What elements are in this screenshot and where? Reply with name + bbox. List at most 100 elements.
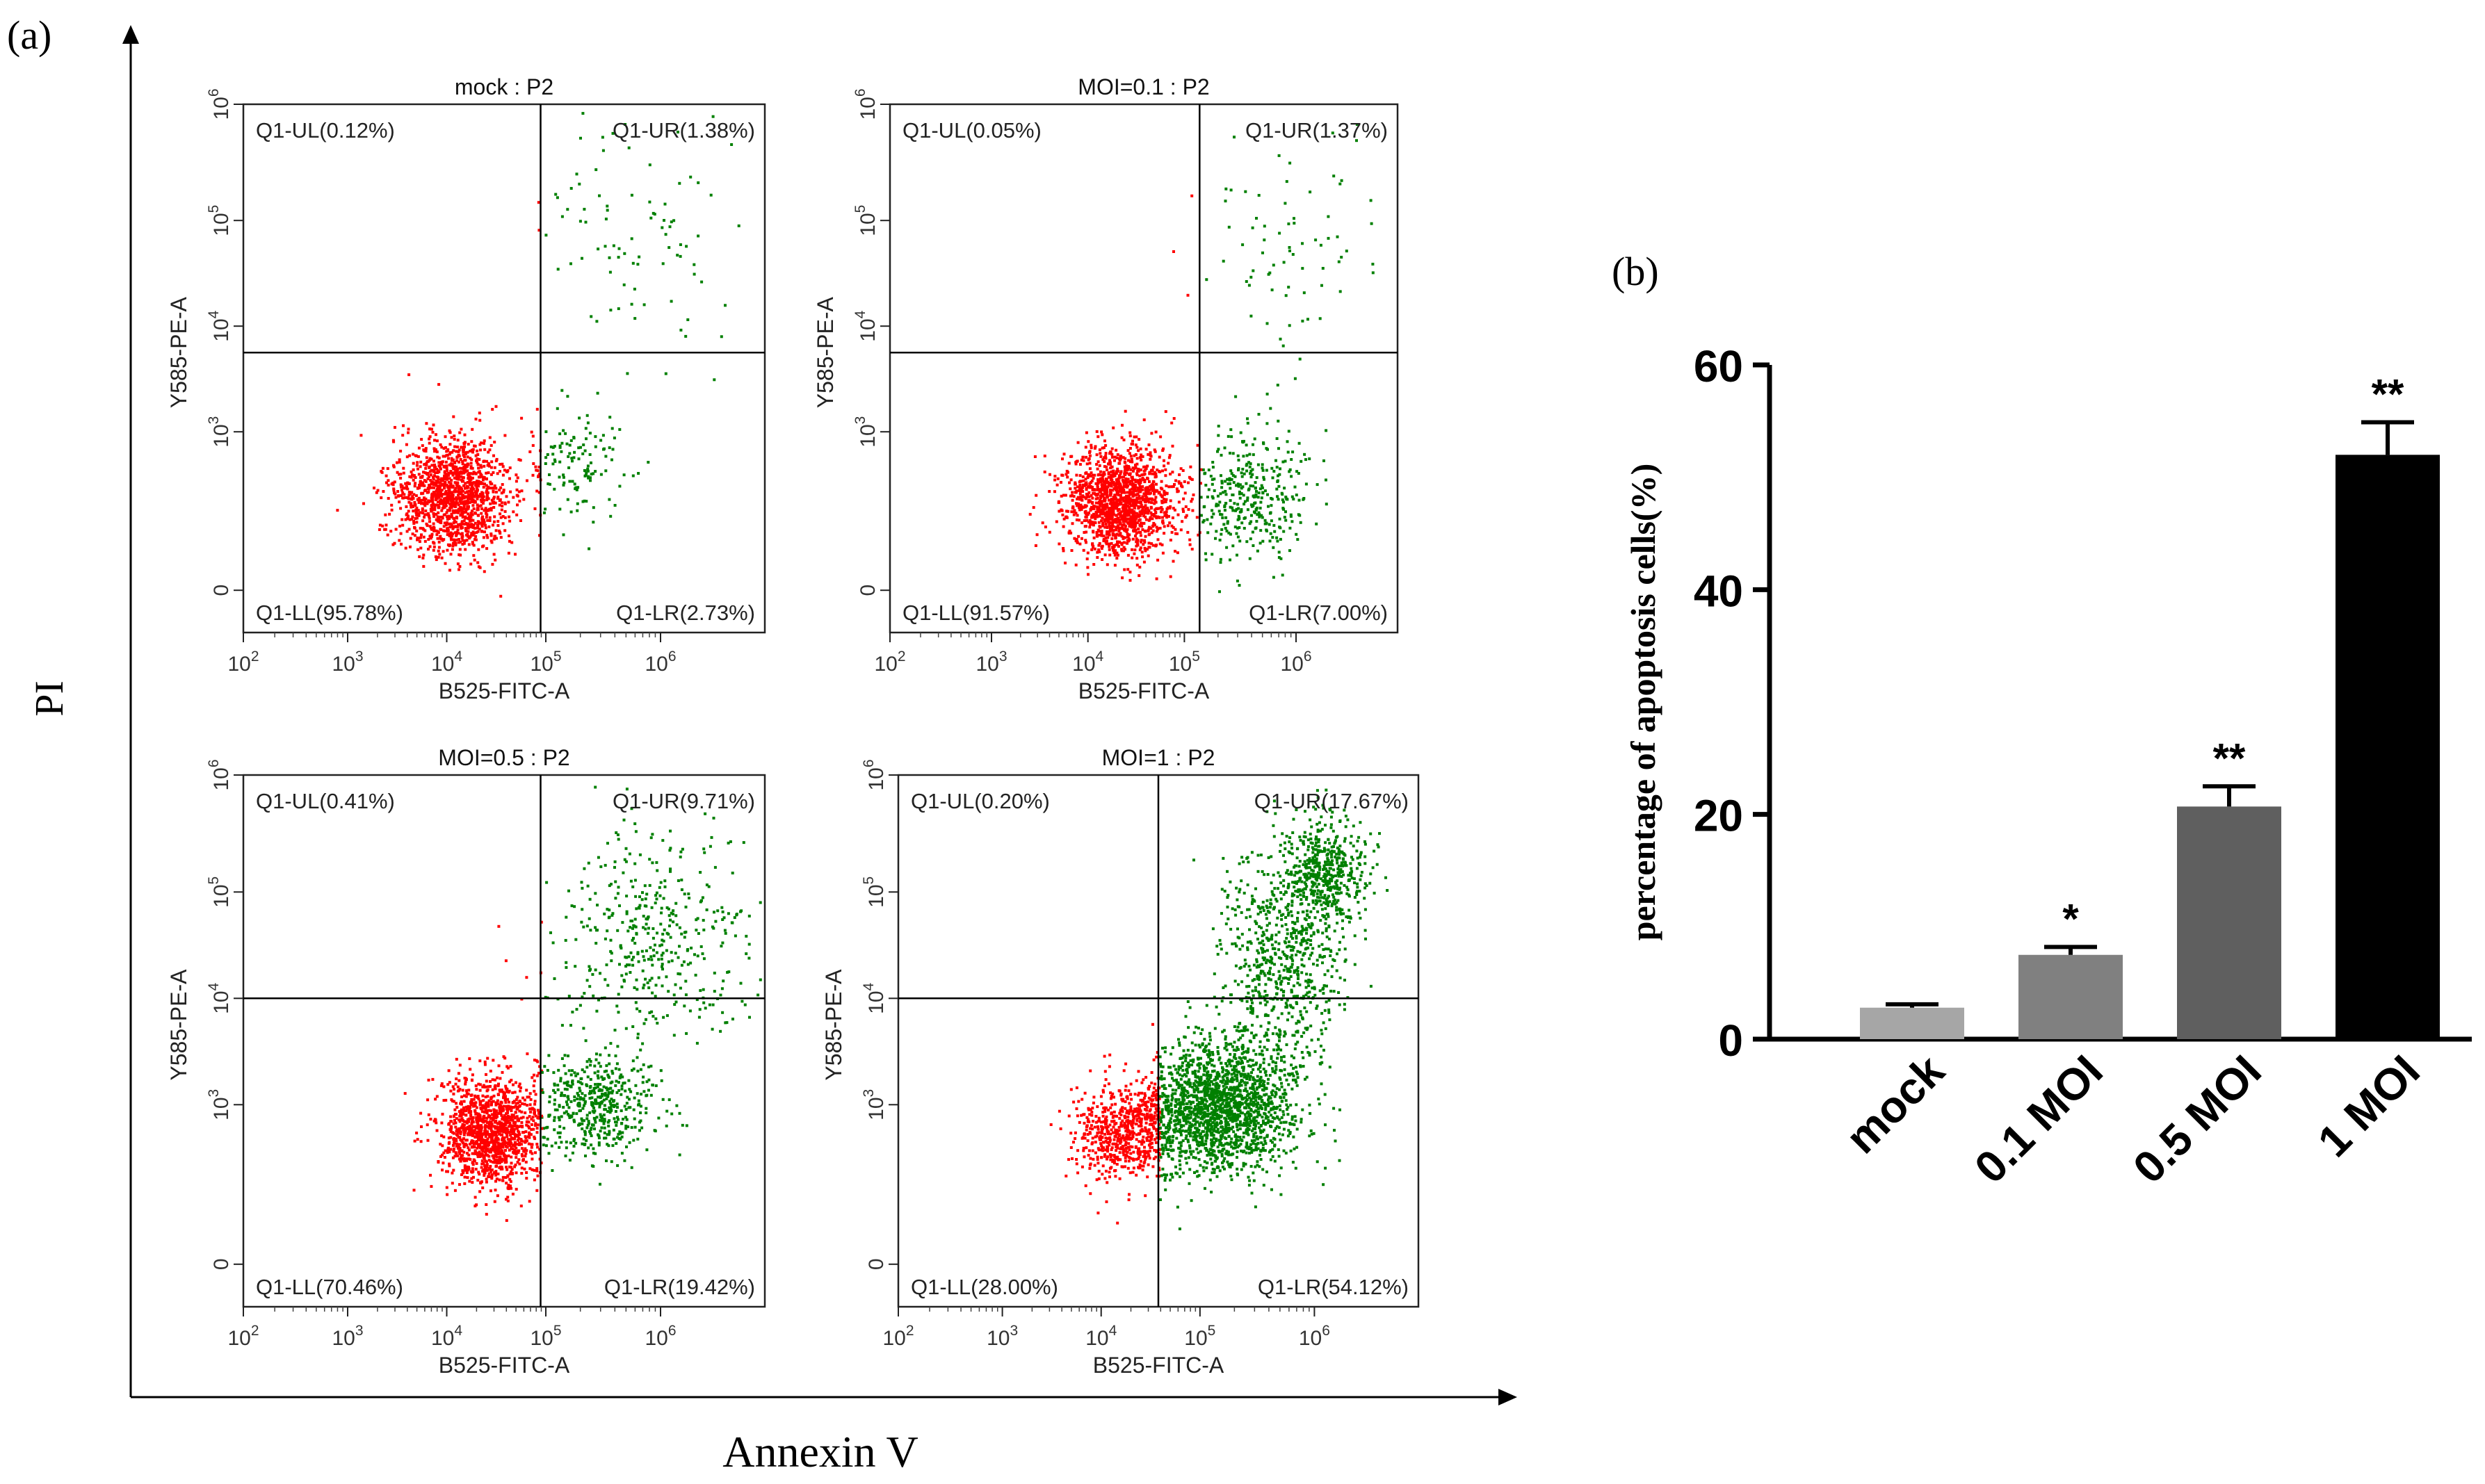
scatter-point (440, 495, 444, 498)
scatter-point (1243, 500, 1247, 503)
scatter-point (1111, 475, 1115, 478)
scatter-point (462, 1123, 466, 1127)
scatter-point (1135, 435, 1138, 439)
scatter-point (1271, 476, 1274, 480)
scatter-point (492, 1112, 496, 1116)
scatter-point (488, 448, 492, 452)
scatter-point (1202, 505, 1206, 509)
scatter-point (464, 1120, 467, 1123)
scatter-point (1073, 509, 1076, 512)
scatter-point (472, 1098, 476, 1101)
scatter-point (471, 509, 473, 513)
scatter-point (422, 564, 426, 568)
scatter-point (1331, 131, 1334, 135)
scatter-point (1249, 484, 1252, 487)
scatter-point (1103, 518, 1106, 521)
scatter-point (409, 492, 412, 496)
scatter-point (465, 1139, 469, 1142)
scatter-point (496, 496, 500, 499)
scatter-point (515, 473, 518, 477)
scatter-point (1252, 443, 1254, 446)
scatter-point (1076, 540, 1079, 544)
scatter-point (439, 502, 442, 505)
scatter-point (442, 1151, 446, 1155)
scatter-point (1237, 507, 1240, 510)
scatter-point (562, 533, 565, 537)
scatter-point (443, 1156, 446, 1159)
scatter-point (491, 1088, 494, 1091)
scatter-point (1176, 513, 1180, 516)
scatter-point (467, 543, 471, 546)
scatter-point (588, 453, 592, 456)
scatter-point (501, 473, 505, 477)
scatter-point (471, 525, 475, 529)
scatter-point (1113, 459, 1116, 462)
scatter-point (453, 445, 457, 448)
scatter-point (432, 503, 435, 507)
scatter-point (436, 530, 439, 533)
scatter-point (455, 483, 458, 487)
scatter-point (439, 1084, 443, 1087)
scatter-point (466, 505, 469, 508)
scatter-point (461, 516, 464, 519)
scatter-point (1259, 529, 1263, 532)
scatter-point (1087, 573, 1090, 576)
scatter-point (480, 519, 484, 523)
scatter-point (1125, 504, 1128, 507)
scatter-point (1135, 514, 1138, 518)
scatter-point (1128, 491, 1131, 495)
scatter-point (1096, 460, 1100, 464)
scatter-point (1123, 465, 1126, 468)
scatter-point (473, 444, 477, 448)
scatter-point (483, 570, 486, 573)
scatter-point (1135, 544, 1138, 548)
scatter-point (500, 491, 503, 495)
scatter-point (454, 503, 457, 506)
scatter-point (1253, 437, 1256, 441)
scatter-point (503, 434, 507, 437)
scatter-point (1133, 507, 1136, 509)
scatter-point (649, 216, 653, 220)
scatter-point (1153, 502, 1156, 505)
scatter-point (463, 1142, 467, 1145)
scatter-point (416, 467, 419, 471)
scatter-point (520, 1147, 524, 1150)
scatter-point (442, 550, 445, 553)
scatter-point (481, 1094, 485, 1098)
scatter-point (375, 491, 378, 494)
scatter-point (1114, 485, 1117, 489)
scatter-point (438, 521, 442, 524)
scatter-point (1076, 441, 1080, 444)
scatter-point (423, 513, 427, 516)
scatter-point (1124, 511, 1128, 514)
scatter-point (667, 246, 671, 250)
scatter-point (492, 1161, 496, 1164)
scatter-point (630, 302, 633, 306)
scatter-point (396, 461, 398, 464)
scatter-point (528, 450, 532, 453)
scatter-point (1111, 519, 1115, 522)
scatter-point (488, 436, 492, 439)
scatter-point (485, 534, 489, 537)
scatter-point (415, 521, 419, 524)
scatter-point (608, 270, 612, 274)
scatter-point (444, 489, 448, 493)
scatter-point (468, 514, 471, 517)
scatter-point (1265, 392, 1269, 396)
scatter-point (1128, 525, 1131, 528)
scatter-point (1083, 505, 1087, 509)
scatter-point (1151, 489, 1154, 492)
scatter-point (421, 527, 424, 530)
scatter-point (467, 1092, 470, 1095)
scatter-point (1128, 514, 1131, 517)
scatter-point (1133, 528, 1136, 532)
scatter-point (1091, 473, 1094, 477)
scatter-point (448, 488, 451, 491)
scatter-point (1099, 455, 1103, 458)
scatter-point (553, 459, 557, 463)
scatter-point (1067, 531, 1071, 535)
scatter-point (492, 497, 495, 500)
scatter-point (1108, 462, 1111, 466)
scatter-point (1099, 512, 1102, 515)
scatter-point (519, 459, 522, 462)
